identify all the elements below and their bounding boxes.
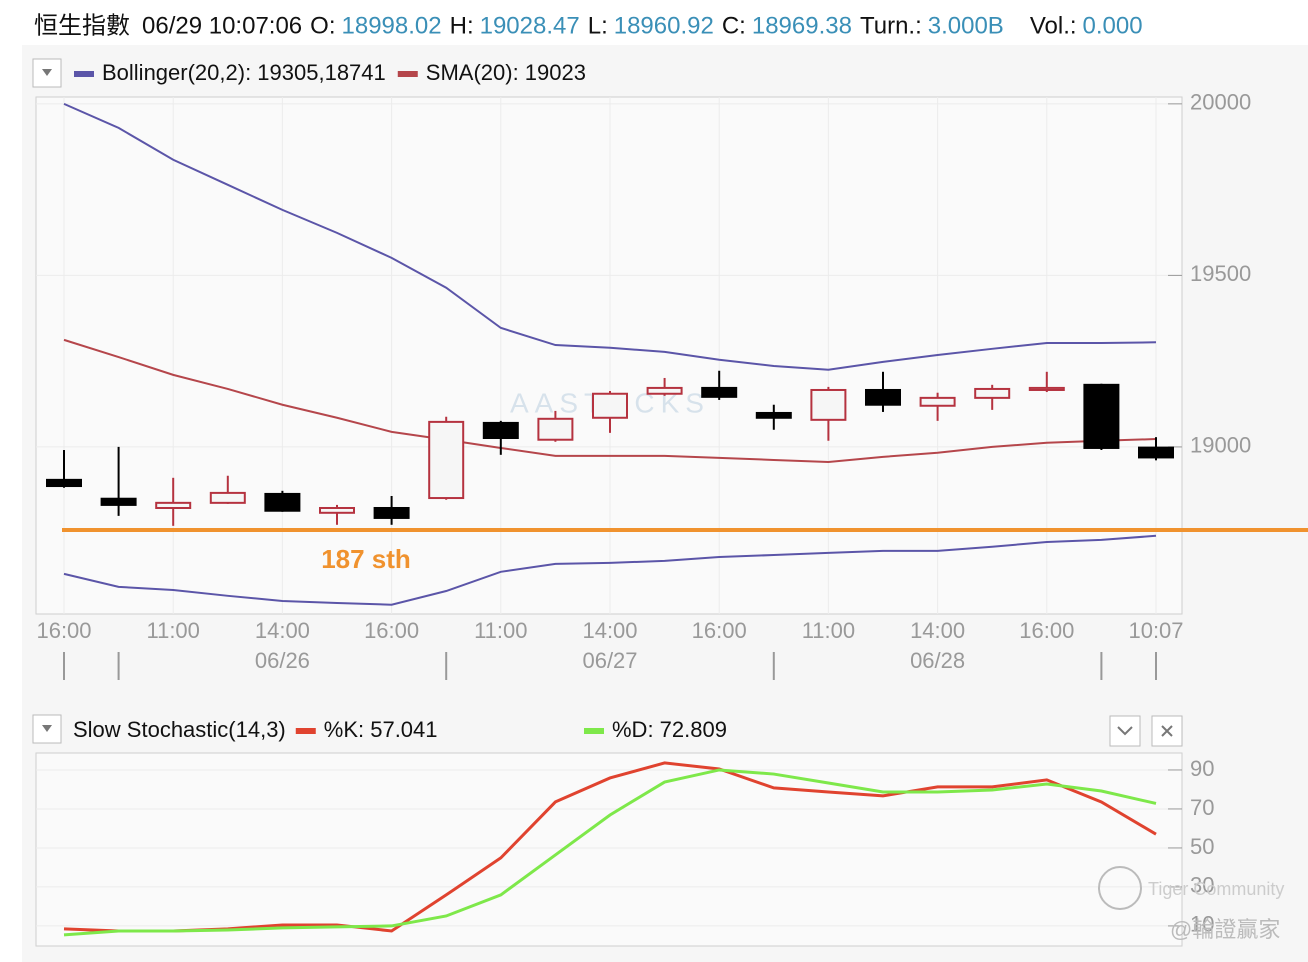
field-label: Vol.: [1030,12,1077,39]
x-tick-label: 14:00 [582,618,637,643]
candle-body [155,501,192,509]
candle-body [46,478,82,488]
field-label: C: [722,12,746,39]
stoch-line [63,761,1157,933]
field-label: O: [310,12,335,39]
watermark: Tiger Community [1148,879,1284,899]
date-label: 06/28 [910,648,965,673]
candle-body [919,396,956,407]
candle-body [319,506,355,514]
x-tick-label: 16:00 [364,618,419,643]
sma-line [63,338,1157,464]
candle-body [701,386,738,398]
candle-body [755,411,792,419]
symbol: 恒生指數 [34,12,130,39]
date-label: 06/27 [582,648,637,673]
y-tick-label: 19000 [1190,433,1251,458]
y-tick-label: 20000 [1190,90,1251,115]
y-tick-label: 50 [1190,834,1214,859]
candle-body [974,387,1011,399]
legend-label: Bollinger(20,2): 19305,18741 [102,60,386,85]
legend-swatch [584,728,604,734]
field-value: 18998.02 [342,12,442,39]
x-tick-label: 11:00 [146,618,199,643]
field-value: 0.000 [1083,12,1143,39]
timestamp: 06/29 10:07:06 [142,12,302,39]
panel-title: Slow Stochastic(14,3) [73,717,286,742]
legend-label: SMA(20): 19023 [426,60,586,85]
field-label: L: [588,12,608,39]
field-value: 18969.38 [752,12,852,39]
candle-body [428,420,465,500]
y-tick-label: 90 [1190,756,1214,781]
x-tick-label: 16:00 [36,618,91,643]
field-value: 3.000B [928,12,1004,39]
field-label: Turn.: [860,12,922,39]
x-tick-label: 10:07 [1128,618,1183,643]
x-tick-label: 11:00 [474,618,527,643]
candle-body [537,417,574,441]
y-tick-label: 30 [1190,873,1214,898]
x-tick-label: 16:00 [692,618,747,643]
field-label: H: [450,12,474,39]
main-plot-area [35,96,1183,615]
legend-swatch [397,71,418,77]
candle-body [100,497,137,506]
field-value: 19028.47 [480,12,580,39]
collapse-button[interactable] [1109,715,1141,747]
bollinger-upper [63,102,1157,371]
stoch-plot-area [35,752,1183,947]
candle-body [865,388,901,406]
field-value: 18960.92 [614,12,714,39]
y-tick-label: 10 [1190,912,1214,937]
watermark-logo [1098,866,1142,910]
dropdown-arrow [42,69,52,76]
stoch-line [63,768,1157,937]
x-tick-label: 14:00 [910,618,965,643]
chevron-icon [1117,726,1133,736]
y-tick-label: 19500 [1190,261,1251,286]
legend-swatch [74,71,94,77]
legend-label: %K: 57.041 [324,717,438,742]
dropdown-arrow [42,725,52,732]
candle-body [810,388,847,421]
x-tick-label: 16:00 [1019,618,1074,643]
candle-body [373,506,410,519]
candle-body [1083,383,1120,449]
candle-body [1028,386,1065,391]
date-label: 06/26 [255,648,310,673]
x-tick-label: 11:00 [802,618,855,643]
x-tick-label: 14:00 [255,618,310,643]
candle-body [592,392,628,419]
watermark: @輪證贏家 [1170,917,1280,942]
candle-body [264,492,301,512]
level-label: 187 sth [321,544,411,574]
close-icon [1161,725,1173,737]
bollinger-lower [63,534,1157,606]
candle-body [646,386,683,395]
y-tick-label: 70 [1190,795,1214,820]
legend-swatch [295,728,316,734]
candle-body [1138,446,1174,459]
candle-body [482,421,519,440]
candle-body [209,491,246,504]
legend-label: %D: 72.809 [612,717,727,742]
